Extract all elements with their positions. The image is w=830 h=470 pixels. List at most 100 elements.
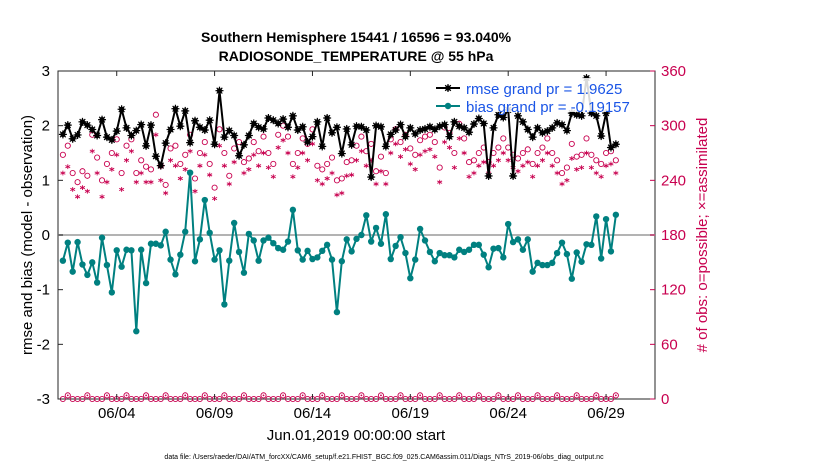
obs-assimilated-point [114, 152, 120, 158]
obs-possible-low-point [514, 392, 522, 399]
obs-assimilated-point [285, 150, 291, 156]
obs-possible-point [201, 139, 208, 146]
rmse-point [132, 126, 141, 135]
obs-possible-point [245, 155, 252, 162]
bias-point [113, 247, 120, 254]
bias-point [250, 237, 257, 244]
y-tick-label: 1 [42, 172, 50, 189]
obs-possible-low-point [470, 395, 477, 403]
obs-possible-point [319, 166, 326, 173]
y-tick-label: 3 [42, 63, 50, 80]
bias-point [211, 256, 218, 263]
y-axis-right-ticks: 0 60 120 180 240 300 360 [650, 63, 686, 408]
obs-assimilated-point [441, 139, 448, 145]
x-tick-label: 06/04 [98, 405, 136, 422]
bias-point [323, 241, 331, 249]
obs-possible-point [436, 164, 443, 171]
obs-assimilated-point [182, 167, 188, 172]
obs-possible-point [563, 164, 570, 171]
obs-possible-low-point [260, 392, 267, 399]
obs-assimilated-point [109, 167, 115, 172]
obs-assimilated-point [344, 173, 350, 179]
bias-point [426, 248, 434, 256]
obs-assimilated-point [84, 188, 90, 194]
obs-assimilated-point [569, 156, 575, 161]
rmse-point [474, 114, 483, 123]
bias-point [358, 231, 365, 239]
obs-possible-point [485, 159, 492, 166]
obs-assimilated-point [588, 165, 594, 170]
obs-assimilated-point [211, 196, 218, 201]
obs-assimilated-point [549, 163, 555, 169]
obs-assimilated-point [456, 136, 462, 141]
y-tick-label: 0 [42, 227, 50, 244]
bias-point [372, 224, 380, 232]
obs-assimilated-point [324, 176, 330, 181]
bias-point [514, 236, 522, 243]
y-right-tick-label: 240 [661, 172, 686, 189]
obs-possible-point [495, 144, 502, 151]
y-right-tick-label: 120 [661, 282, 686, 299]
obs-assimilated-low-point [556, 394, 559, 397]
rmse-point [332, 123, 341, 132]
obs-assimilated-point [192, 188, 198, 194]
rmse-point [445, 132, 454, 141]
rmse-point [137, 120, 146, 129]
rmse-point [200, 126, 209, 135]
obs-possible-point [348, 157, 355, 164]
rmse-point [376, 122, 385, 131]
y-axis-label: rmse and bias (model - observation) [19, 115, 36, 355]
bias-point [162, 228, 169, 235]
obs-possible-point [275, 131, 282, 138]
bias-point [436, 249, 443, 257]
bias-point [133, 328, 140, 335]
obs-possible-low-point [495, 392, 502, 399]
bias-point [588, 241, 595, 249]
bias-point [460, 248, 468, 256]
legend-background [432, 78, 650, 112]
obs-possible-low-point [221, 392, 228, 399]
bias-point [275, 244, 282, 252]
obs-assimilated-point [603, 163, 609, 169]
obs-possible-point [470, 157, 477, 164]
obs-assimilated-point [329, 170, 335, 176]
obs-possible-low-point [216, 395, 223, 403]
obs-possible-low-point [573, 392, 580, 399]
obs-assimilated-point [290, 174, 296, 180]
bias-point [84, 271, 91, 279]
obs-possible-low-point [299, 392, 306, 399]
obs-possible-point [324, 160, 331, 167]
obs-assimilated-low-point [203, 394, 206, 397]
y-right-tick-label: 360 [661, 63, 686, 80]
rmse-point [513, 111, 522, 120]
obs-assimilated-point [187, 148, 193, 154]
rmse-point [347, 140, 356, 149]
obs-assimilated-point [163, 190, 169, 196]
bias-point [387, 255, 394, 263]
obs-assimilated-point [256, 163, 262, 169]
obs-assimilated-point [461, 150, 467, 156]
bias-point [490, 245, 497, 252]
rmse-point [122, 123, 131, 132]
legend-rmse-marker-ray [444, 84, 452, 92]
obs-possible-low-point [510, 395, 517, 403]
obs-assimilated-low-point [262, 394, 265, 397]
rmse-point [357, 122, 366, 131]
obs-assimilated-point [397, 154, 404, 160]
rmse-point [279, 115, 288, 124]
obs-possible-point [79, 168, 86, 175]
rmse-point [283, 123, 292, 132]
y-tick-label: -1 [37, 282, 50, 299]
bias-point [235, 248, 243, 256]
y-tick-label: 2 [42, 118, 50, 135]
rmse-point [484, 171, 493, 180]
obs-assimilated-point [574, 167, 580, 172]
obs-assimilated-point [417, 152, 423, 158]
x-tick-label: 06/24 [489, 405, 527, 422]
obs-possible-low-point [79, 395, 86, 403]
rmse-point [181, 106, 190, 115]
y-right-tick-label: 60 [661, 336, 678, 353]
obs-assimilated-point [143, 179, 149, 185]
obs-possible-point [84, 172, 91, 179]
obs-possible-low-point [451, 395, 458, 403]
